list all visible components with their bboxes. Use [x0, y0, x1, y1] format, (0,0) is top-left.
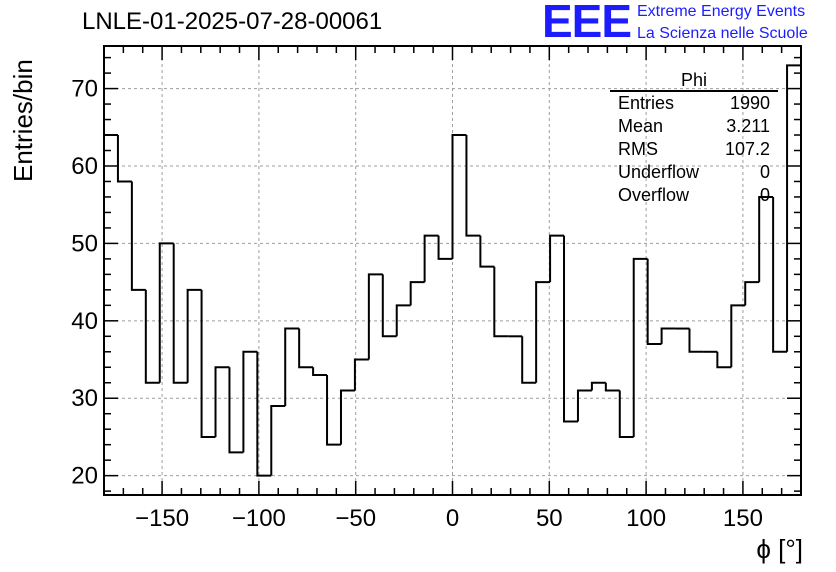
- histogram-bin: [772, 196, 788, 353]
- histogram-bin: [618, 390, 634, 438]
- stats-row-mean: Mean 3.211: [610, 115, 778, 138]
- histogram-bin: [130, 181, 146, 291]
- chart-title: LNLE-01-2025-07-28-00061: [82, 8, 383, 35]
- histogram-bin: [312, 367, 328, 377]
- y-tick-label: 40: [71, 308, 98, 335]
- stats-value: 0: [759, 185, 770, 205]
- logo-line-1: Extreme Energy Events: [637, 3, 806, 20]
- histogram-bin: [493, 266, 509, 338]
- x-tick-label: 0: [446, 505, 459, 532]
- histogram-bin: [590, 381, 606, 391]
- histogram-bin: [521, 336, 537, 384]
- histogram-bin: [632, 257, 648, 437]
- histogram-series: [104, 64, 801, 495]
- stats-row-underflow: Underflow 0: [610, 161, 778, 184]
- histogram-bin: [256, 351, 272, 477]
- histogram-bin: [563, 235, 578, 423]
- y-tick-label: 20: [71, 463, 98, 490]
- histogram-bin: [451, 134, 467, 259]
- histogram-bin: [604, 382, 620, 392]
- histogram-bin: [549, 234, 565, 283]
- logo-line-2: La Scienza nelle Scuole: [637, 25, 808, 42]
- histogram-bin: [116, 135, 132, 183]
- histogram-bin: [758, 195, 774, 283]
- histogram-bin: [172, 243, 188, 384]
- stats-row-entries: Entries 1990: [610, 92, 778, 115]
- histogram-bin: [353, 358, 369, 391]
- histogram-bin: [186, 288, 202, 383]
- histogram-bin: [339, 389, 355, 445]
- y-tick-label: 60: [71, 153, 98, 180]
- histogram-bin: [228, 367, 244, 454]
- histogram-bin: [688, 328, 704, 353]
- y-tick-label: 50: [71, 230, 98, 257]
- stats-value: 0: [759, 162, 770, 182]
- histogram-bin: [395, 304, 411, 337]
- histogram-bin: [367, 273, 383, 360]
- y-tick-label: 30: [71, 385, 98, 412]
- histogram-bin: [786, 64, 801, 495]
- histogram-bin: [465, 135, 481, 237]
- histogram-bin: [479, 235, 495, 268]
- histogram-bin: [660, 327, 676, 345]
- stats-value: 107.2: [724, 139, 770, 159]
- histogram-bin: [646, 258, 662, 346]
- histogram-bin: [409, 281, 425, 306]
- histogram-bin: [576, 389, 592, 422]
- histogram-bin: [381, 274, 397, 338]
- x-tick-label: −150: [135, 505, 189, 532]
- histogram-bin: [744, 281, 760, 306]
- histogram-bin: [270, 404, 286, 476]
- histogram-bin: [716, 351, 732, 369]
- histogram-bin: [284, 327, 300, 406]
- histogram-bin: [730, 304, 746, 368]
- x-tick-label: 50: [536, 505, 563, 532]
- stats-title: Phi: [610, 70, 778, 92]
- histogram-bin: [535, 281, 551, 383]
- x-tick-label: 100: [626, 505, 666, 532]
- x-tick-label: 150: [723, 505, 763, 532]
- stats-value: 1990: [729, 93, 770, 113]
- histogram-bin: [326, 375, 341, 446]
- histogram-bin: [200, 289, 216, 438]
- stats-row-rms: RMS 107.2: [610, 138, 778, 161]
- stats-row-overflow: Overflow 0: [610, 184, 778, 207]
- y-tick-label: 70: [71, 76, 98, 103]
- histogram-bin: [144, 289, 160, 384]
- histogram-bin: [298, 328, 314, 369]
- y-axis-label: Entries/bin: [8, 59, 38, 182]
- x-axis-label: ϕ [°]: [756, 534, 803, 564]
- stats-label: Mean: [618, 116, 664, 136]
- axis-ticks: [103, 46, 802, 495]
- x-tick-label: −50: [335, 505, 376, 532]
- stats-label: Overflow: [618, 185, 690, 205]
- histogram-bin: [158, 242, 174, 383]
- stats-label: RMS: [618, 139, 658, 159]
- histogram-bin: [214, 366, 230, 437]
- stats-label: Underflow: [618, 162, 700, 182]
- histogram-bin: [104, 134, 118, 495]
- x-tick-label: −100: [232, 505, 286, 532]
- histogram-bin: [437, 235, 453, 260]
- stats-label: Entries: [618, 93, 675, 113]
- stats-box: Phi Entries 1990 Mean 3.211 RMS 107.2 Un…: [610, 70, 778, 207]
- stats-value: 3.211: [726, 116, 770, 136]
- histogram-bin: [242, 350, 258, 453]
- eee-logo: EEE: [542, 0, 632, 47]
- histogram-bin: [423, 234, 439, 283]
- tick-labels: −150 −100 −50 0 50 100 150 20 30 40 50 60 70: [71, 76, 763, 532]
